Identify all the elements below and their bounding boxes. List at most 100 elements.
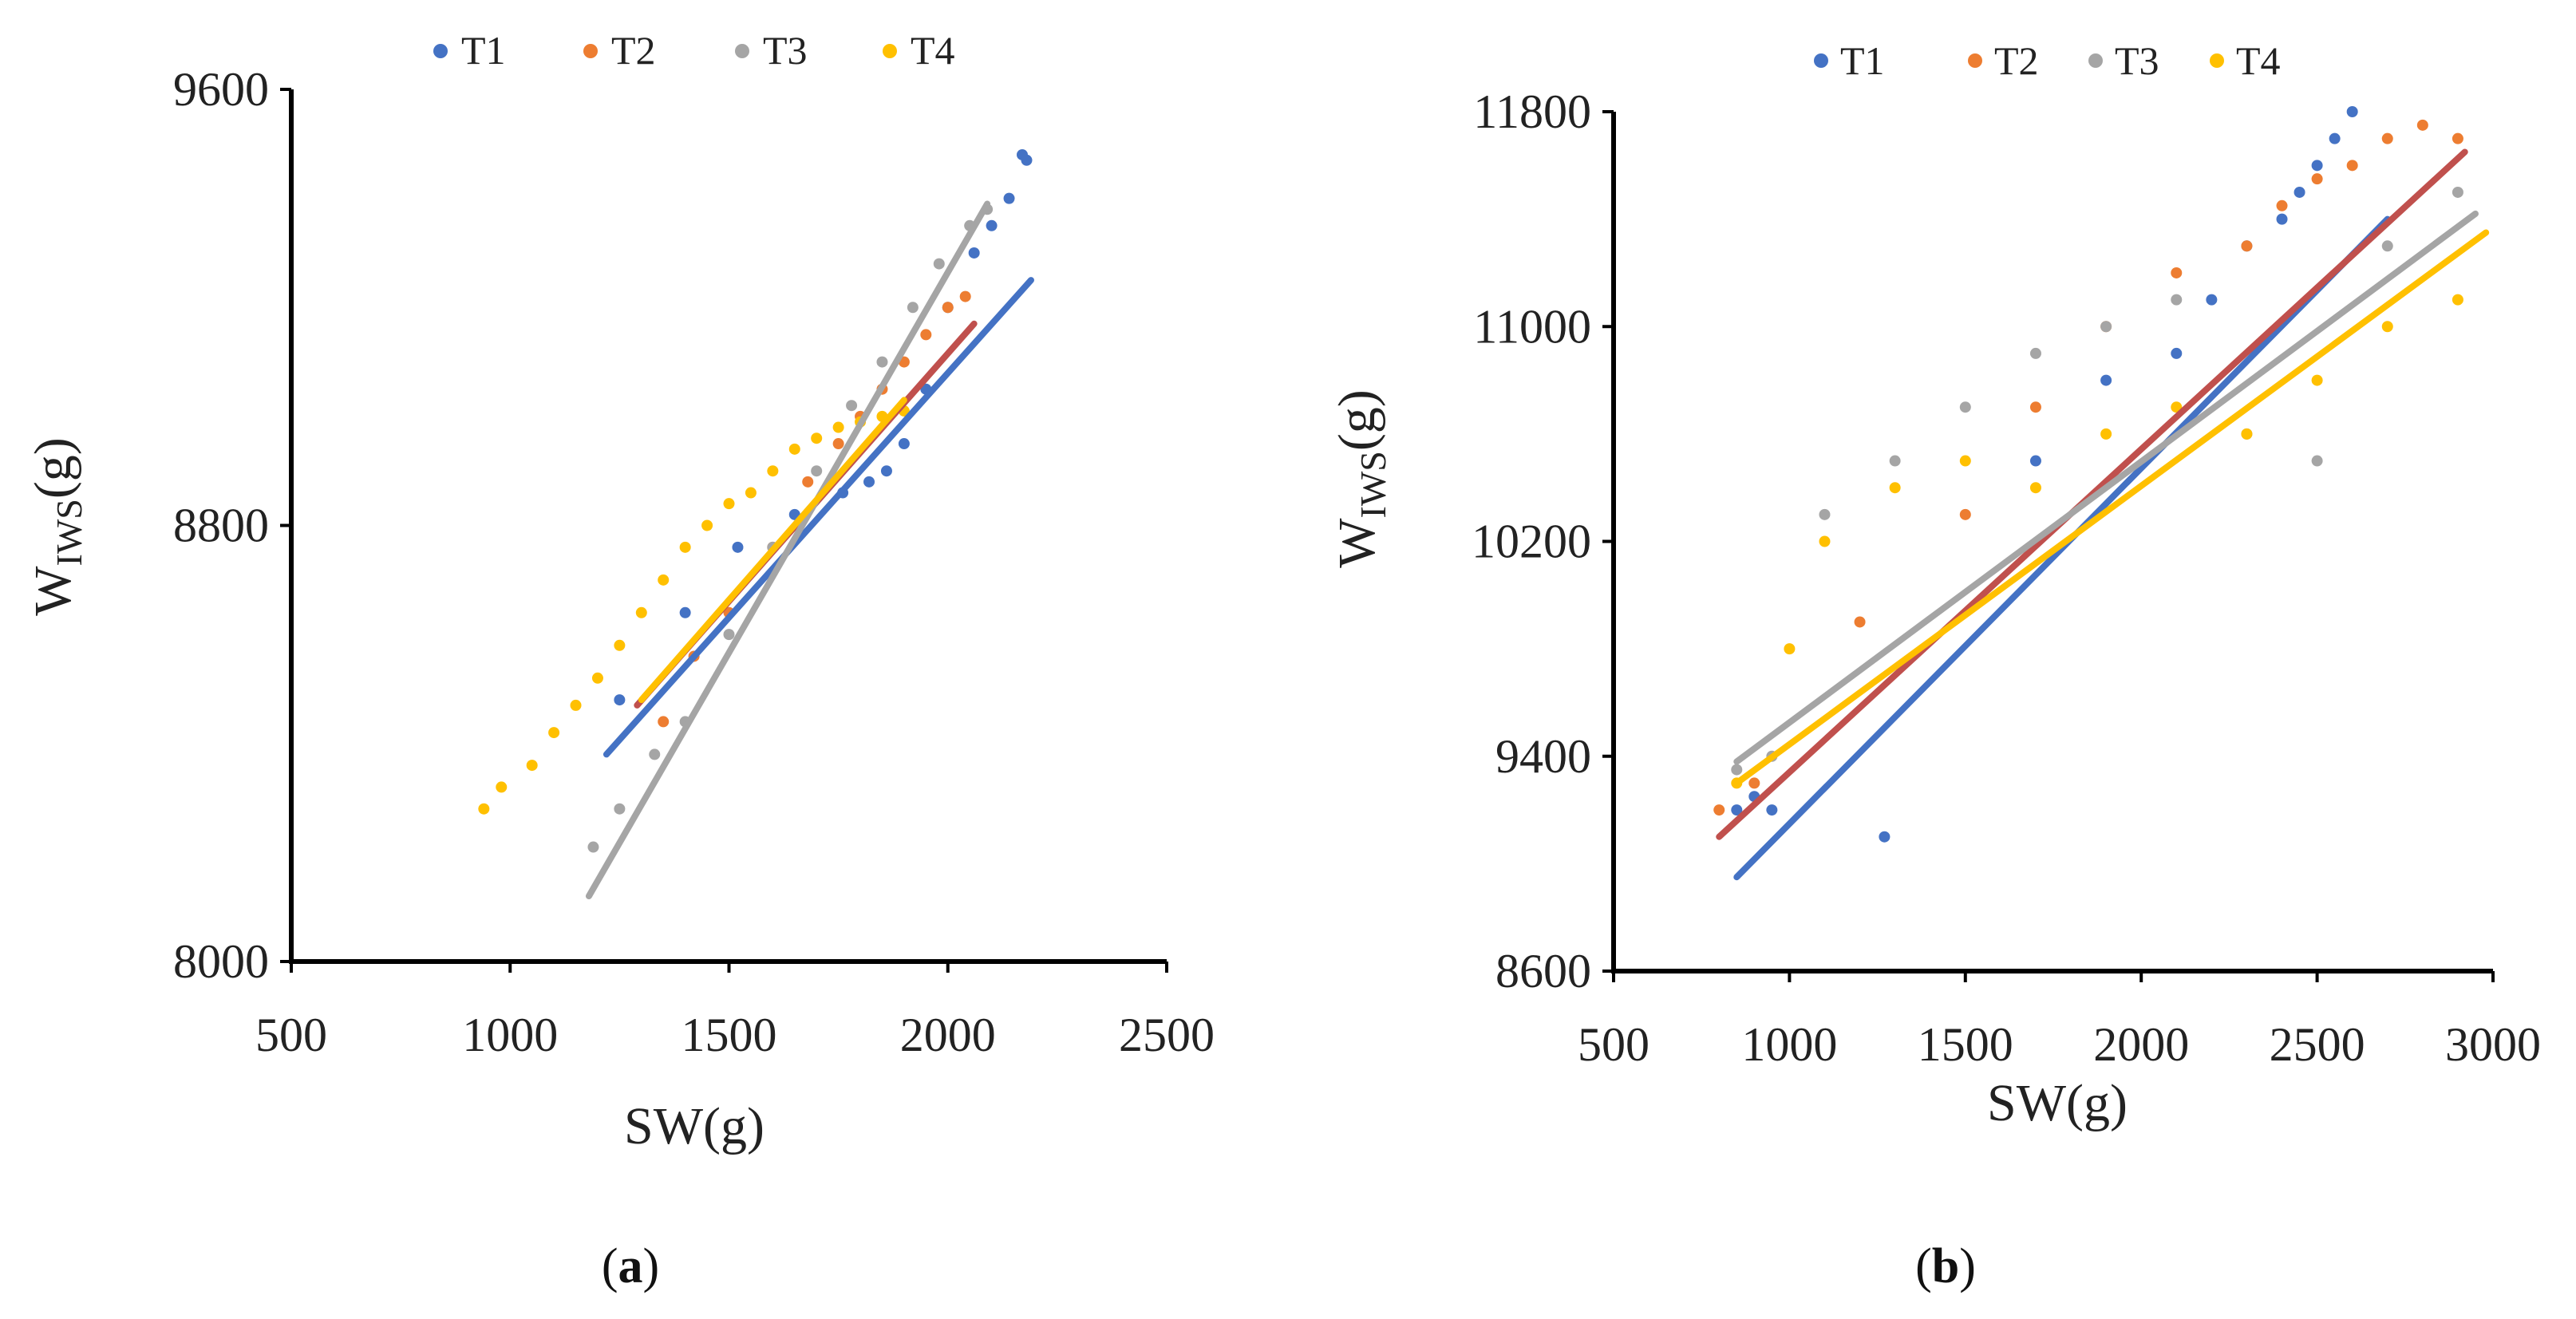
point-b-t1-12 — [2329, 132, 2341, 144]
point-b-t1-11 — [2311, 160, 2323, 172]
x-tick-label-a-3: 2000 — [900, 1009, 996, 1061]
point-a-t4-5 — [591, 672, 603, 684]
legend-b-label-t2: T2 — [1994, 38, 2039, 83]
points-a — [478, 148, 1033, 853]
point-b-t2-13 — [2452, 132, 2463, 144]
y-axis-title-b: WIWS(g) — [1328, 389, 1393, 568]
legend-b-marker-t4 — [2210, 53, 2224, 68]
legend-a-label-t1: T1 — [461, 28, 506, 73]
y-tick-label-b-0: 8600 — [1495, 945, 1591, 997]
legend-a-marker-t2 — [583, 44, 598, 58]
point-b-t2-12 — [2416, 119, 2428, 131]
panel-b-caption: (b) — [1915, 1239, 1976, 1293]
y-axis-title-b-unit: (g) — [1328, 389, 1386, 451]
fit-line-b-t3 — [1733, 210, 2479, 765]
points-b — [1713, 106, 2463, 843]
point-b-t2-9 — [2311, 173, 2323, 185]
legend-b-label-t4: T4 — [2236, 38, 2281, 83]
point-a-t2-9 — [920, 329, 932, 341]
x-tick-label-a-2: 1500 — [682, 1009, 777, 1061]
point-a-t4-8 — [658, 574, 670, 586]
y-tick-label-b-4: 11800 — [1473, 85, 1591, 138]
point-b-t2-10 — [2346, 160, 2358, 172]
point-b-t4-1 — [1784, 643, 1796, 655]
point-a-t3-0 — [587, 841, 599, 853]
point-b-t3-5 — [2029, 347, 2041, 359]
point-a-t4-11 — [723, 498, 735, 510]
point-b-t3-9 — [2311, 455, 2323, 467]
legend-a-label-t3: T3 — [763, 28, 808, 73]
point-b-t3-0 — [1731, 764, 1743, 776]
point-a-t4-6 — [614, 639, 626, 651]
point-a-t3-1 — [614, 803, 626, 815]
point-b-t1-2 — [1766, 804, 1778, 816]
x-tick-label-b-0: 500 — [1578, 1018, 1650, 1071]
x-tick-label-a-0: 500 — [255, 1009, 327, 1061]
point-b-t3-4 — [1959, 401, 1971, 413]
legend-b-label-t1: T1 — [1840, 38, 1885, 83]
point-b-t1-13 — [2346, 106, 2358, 117]
point-b-t1-6 — [2171, 347, 2183, 359]
point-b-t2-7 — [2241, 240, 2253, 252]
point-b-t4-9 — [2311, 374, 2323, 386]
point-b-t3-11 — [2452, 186, 2463, 198]
point-a-t1-0 — [614, 694, 626, 706]
point-b-t3-3 — [1889, 455, 1901, 467]
legend-b-marker-t2 — [1968, 53, 1982, 68]
legend-a-label-t2: T2 — [611, 28, 656, 73]
point-a-t4-15 — [811, 432, 823, 444]
point-b-t4-8 — [2241, 428, 2253, 440]
fit-lines-b — [1716, 148, 2490, 881]
chart-panel-b: T1 T2 T3 T4 500 1000 1500 2000 2500 3000 8600 9… — [1328, 38, 2541, 1293]
y-axis-title-b-sub: IWS — [1353, 451, 1393, 518]
chart-panel-a: T1 T2 T3 T4 500 1000 1500 2000 2500 8000 8800 9… — [24, 28, 1215, 1293]
panel-b-caption-label: b — [1932, 1239, 1959, 1293]
fit-line-b-t1 — [1733, 215, 2391, 881]
fit-lines-a — [585, 200, 1034, 900]
point-a-t4-10 — [701, 519, 713, 531]
point-a-t3-8 — [876, 356, 888, 368]
x-tick-label-b-3: 2000 — [2093, 1018, 2189, 1071]
point-a-t4-0 — [478, 803, 490, 815]
point-b-t2-6 — [2171, 267, 2183, 278]
point-b-t2-3 — [1959, 508, 1971, 520]
point-a-t4-2 — [526, 760, 538, 772]
point-b-t2-0 — [1713, 804, 1725, 816]
point-b-t1-0 — [1731, 804, 1743, 816]
point-b-t1-3 — [1879, 831, 1891, 843]
point-a-t3-4 — [723, 629, 735, 641]
point-a-t4-4 — [570, 699, 582, 711]
x-tick-label-a-4: 2500 — [1119, 1009, 1215, 1061]
point-a-t2-11 — [959, 290, 971, 302]
x-tick-label-b-1: 1000 — [1741, 1018, 1837, 1071]
x-axis-title-a: SW(g) — [624, 1097, 765, 1155]
point-a-t2-5 — [832, 438, 844, 450]
point-a-t1-10 — [968, 247, 980, 259]
panel-a-caption: (a) — [602, 1239, 659, 1293]
point-b-t4-11 — [2452, 294, 2463, 306]
point-b-t4-4 — [1959, 455, 1971, 467]
point-a-t4-14 — [788, 443, 800, 455]
point-b-t2-2 — [1854, 616, 1866, 628]
point-b-t2-4 — [2029, 401, 2041, 413]
point-b-t1-5 — [2100, 374, 2112, 386]
y-tick-label-b-3: 11000 — [1473, 300, 1591, 353]
x-axis-title-b: SW(g) — [1987, 1074, 2128, 1132]
point-b-t1-4 — [2029, 455, 2041, 467]
legend-a-marker-t1 — [433, 44, 448, 58]
y-axis-title-b-main: W — [1328, 518, 1386, 568]
point-a-t2-10 — [942, 302, 954, 314]
y-axis-title-a-sub: IWS — [49, 499, 89, 566]
point-b-t3-2 — [1819, 508, 1831, 520]
point-a-t1-1 — [679, 606, 691, 618]
point-a-t4-7 — [635, 606, 647, 618]
point-b-t1-10 — [2294, 186, 2305, 198]
legend-b-marker-t1 — [1814, 53, 1828, 68]
legend-a-marker-t3 — [735, 44, 749, 58]
point-a-t2-0 — [658, 716, 670, 728]
point-b-t4-7 — [2171, 401, 2183, 413]
y-tick-label-a-0: 8000 — [173, 935, 269, 988]
point-a-t3-6 — [811, 465, 823, 477]
legend-b: T1 T2 T3 T4 — [1814, 38, 2281, 83]
x-tick-label-b-2: 1500 — [1918, 1018, 2013, 1071]
